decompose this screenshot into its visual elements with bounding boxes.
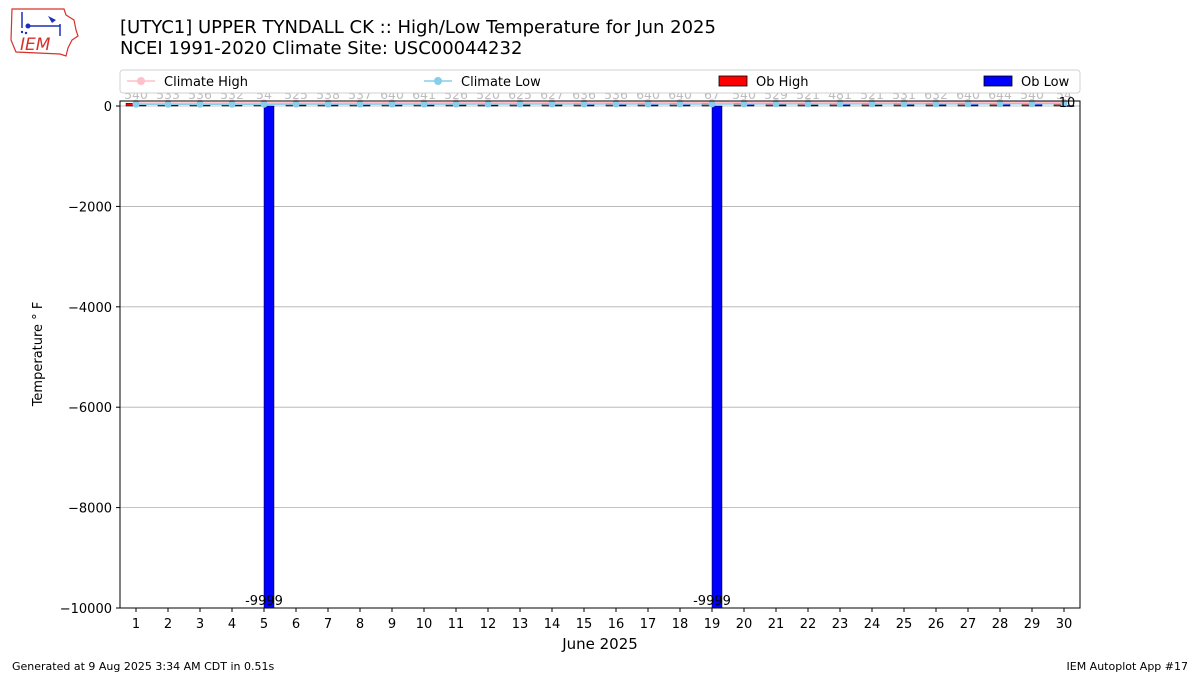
legend-box-swatch bbox=[983, 75, 1013, 87]
y-tick-label: −2000 bbox=[68, 200, 112, 215]
x-axis-label: June 2025 bbox=[561, 635, 638, 653]
legend-label: Ob High bbox=[756, 75, 809, 90]
climate-point bbox=[676, 100, 684, 108]
climate-point bbox=[420, 100, 428, 108]
climate-point bbox=[836, 100, 844, 108]
legend-label: Ob Low bbox=[1021, 75, 1070, 90]
climate-point bbox=[708, 100, 716, 108]
x-tick-label: 20 bbox=[736, 617, 753, 632]
x-tick-label: 12 bbox=[480, 617, 497, 632]
climate-point bbox=[324, 100, 332, 108]
climate-point bbox=[612, 100, 620, 108]
legend-box-swatch bbox=[718, 75, 748, 87]
ob-low-bar bbox=[711, 105, 723, 609]
climate-point bbox=[164, 100, 172, 108]
legend-item: Climate High bbox=[127, 75, 248, 90]
y-tick-label: −10000 bbox=[60, 602, 112, 617]
climate-point bbox=[900, 100, 908, 108]
ob-low-value-label: -9999 bbox=[693, 594, 731, 609]
climate-point bbox=[580, 100, 588, 108]
y-tick-label: −8000 bbox=[68, 502, 112, 517]
climate-point bbox=[548, 100, 556, 108]
x-tick-label: 29 bbox=[1024, 617, 1041, 632]
x-tick-label: 18 bbox=[672, 617, 689, 632]
climate-point bbox=[292, 100, 300, 108]
climate-point bbox=[132, 100, 140, 108]
climate-point bbox=[868, 100, 876, 108]
x-tick-label: 30 bbox=[1056, 617, 1073, 632]
climate-point bbox=[356, 100, 364, 108]
climate-point bbox=[932, 100, 940, 108]
climate-point bbox=[388, 100, 396, 108]
x-tick-label: 2 bbox=[164, 617, 172, 632]
x-tick-label: 11 bbox=[448, 617, 465, 632]
y-tick-label: 0 bbox=[104, 100, 112, 115]
x-tick-label: 25 bbox=[896, 617, 913, 632]
x-tick-label: 5 bbox=[260, 617, 268, 632]
ob-low-bar bbox=[263, 105, 275, 609]
legend-item: Ob High bbox=[718, 75, 809, 90]
legend-marker bbox=[434, 77, 442, 85]
bars-layer bbox=[125, 102, 1075, 609]
climate-point bbox=[1060, 100, 1068, 108]
title-line-1: [UTYC1] UPPER TYNDALL CK :: High/Low Tem… bbox=[120, 17, 716, 38]
app-note: IEM Autoplot App #17 bbox=[1066, 660, 1189, 673]
x-tick-label: 8 bbox=[356, 617, 364, 632]
x-tick-label: 21 bbox=[768, 617, 785, 632]
climate-point bbox=[740, 100, 748, 108]
climate-point bbox=[516, 100, 524, 108]
iem-logo: IEM bbox=[10, 8, 79, 57]
ob-low-value-label: -9999 bbox=[245, 594, 283, 609]
x-tick-label: 1 bbox=[132, 617, 140, 632]
legend-label: Climate High bbox=[164, 75, 248, 90]
y-tick-label: −6000 bbox=[68, 401, 112, 416]
climate-point bbox=[804, 100, 812, 108]
x-tick-label: 9 bbox=[388, 617, 396, 632]
x-tick-label: 28 bbox=[992, 617, 1009, 632]
climate-point bbox=[772, 100, 780, 108]
x-tick-label: 6 bbox=[292, 617, 300, 632]
x-tick-label: 26 bbox=[928, 617, 945, 632]
x-tick-label: 3 bbox=[196, 617, 204, 632]
x-tick-label: 14 bbox=[544, 617, 561, 632]
legend-item: Climate Low bbox=[424, 75, 541, 90]
x-tick-label: 27 bbox=[960, 617, 977, 632]
x-tick-label: 10 bbox=[416, 617, 433, 632]
climate-point bbox=[996, 100, 1004, 108]
legend-marker bbox=[137, 77, 145, 85]
y-axis-label: Temperature ° F bbox=[31, 302, 46, 408]
legend-box bbox=[119, 69, 1081, 94]
climate-point bbox=[260, 100, 268, 108]
ob-low-value-label: 10 bbox=[1059, 96, 1076, 111]
x-tick-label: 15 bbox=[576, 617, 593, 632]
title-line-2: NCEI 1991-2020 Climate Site: USC00044232 bbox=[120, 38, 523, 59]
chart-title: [UTYC1] UPPER TYNDALL CK :: High/Low Tem… bbox=[120, 17, 716, 59]
climate-line bbox=[135, 101, 1064, 104]
climate-point bbox=[452, 100, 460, 108]
x-tick-label: 19 bbox=[704, 617, 721, 632]
x-tick-label: 22 bbox=[800, 617, 817, 632]
x-tick-label: 13 bbox=[512, 617, 529, 632]
legend-label: Climate Low bbox=[461, 75, 541, 90]
x-tick-label: 7 bbox=[324, 617, 332, 632]
climate-point bbox=[484, 100, 492, 108]
x-tick-label: 4 bbox=[228, 617, 236, 632]
climate-point bbox=[1028, 100, 1036, 108]
climate-point bbox=[196, 100, 204, 108]
generated-note: Generated at 9 Aug 2025 3:34 AM CDT in 0… bbox=[12, 660, 275, 673]
climate-point bbox=[964, 100, 972, 108]
x-tick-label: 23 bbox=[832, 617, 849, 632]
legend: Climate High Climate Low Ob High Ob Low bbox=[119, 69, 1081, 94]
climate-point bbox=[228, 100, 236, 108]
y-tick-label: −4000 bbox=[68, 301, 112, 316]
logo-text: IEM bbox=[20, 35, 51, 55]
legend-item: Ob Low bbox=[983, 75, 1070, 90]
climate-point bbox=[644, 100, 652, 108]
plot-frame bbox=[119, 100, 1081, 609]
x-tick-label: 24 bbox=[864, 617, 881, 632]
x-tick-label: 17 bbox=[640, 617, 657, 632]
x-tick-label: 16 bbox=[608, 617, 625, 632]
